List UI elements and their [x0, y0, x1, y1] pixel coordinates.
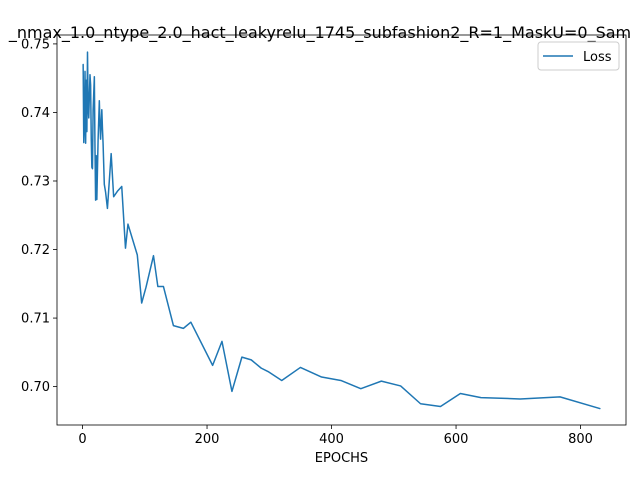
x-tick-label: 200	[195, 432, 220, 447]
chart-title: _nmax_1.0_ntype_2.0_hact_leakyrelu_1745_…	[8, 23, 631, 43]
y-tick-label: 0.74	[21, 106, 50, 121]
legend-box	[537, 41, 620, 71]
legend-label-loss: Loss	[583, 50, 612, 65]
y-axis: 0.70 0.71 0.72 0.73 0.74 0.75	[21, 37, 57, 395]
y-tick-label: 0.73	[21, 174, 50, 189]
y-tick-label: 0.72	[21, 243, 50, 258]
x-tick-label: 0	[78, 432, 86, 447]
series-line-loss	[82, 51, 601, 410]
x-tick-label: 800	[568, 432, 593, 447]
legend: Loss	[537, 41, 620, 71]
x-axis: 0 200 400 600 800	[78, 425, 593, 447]
plot-area	[56, 34, 627, 426]
x-tick-label: 400	[319, 432, 344, 447]
x-tick-label: 600	[444, 432, 469, 447]
y-tick-label: 0.70	[21, 380, 50, 395]
axes-frame	[56, 34, 627, 426]
x-axis-label: EPOCHS	[315, 451, 368, 466]
y-tick-label: 0.75	[21, 37, 50, 52]
y-tick-label: 0.71	[21, 312, 50, 327]
